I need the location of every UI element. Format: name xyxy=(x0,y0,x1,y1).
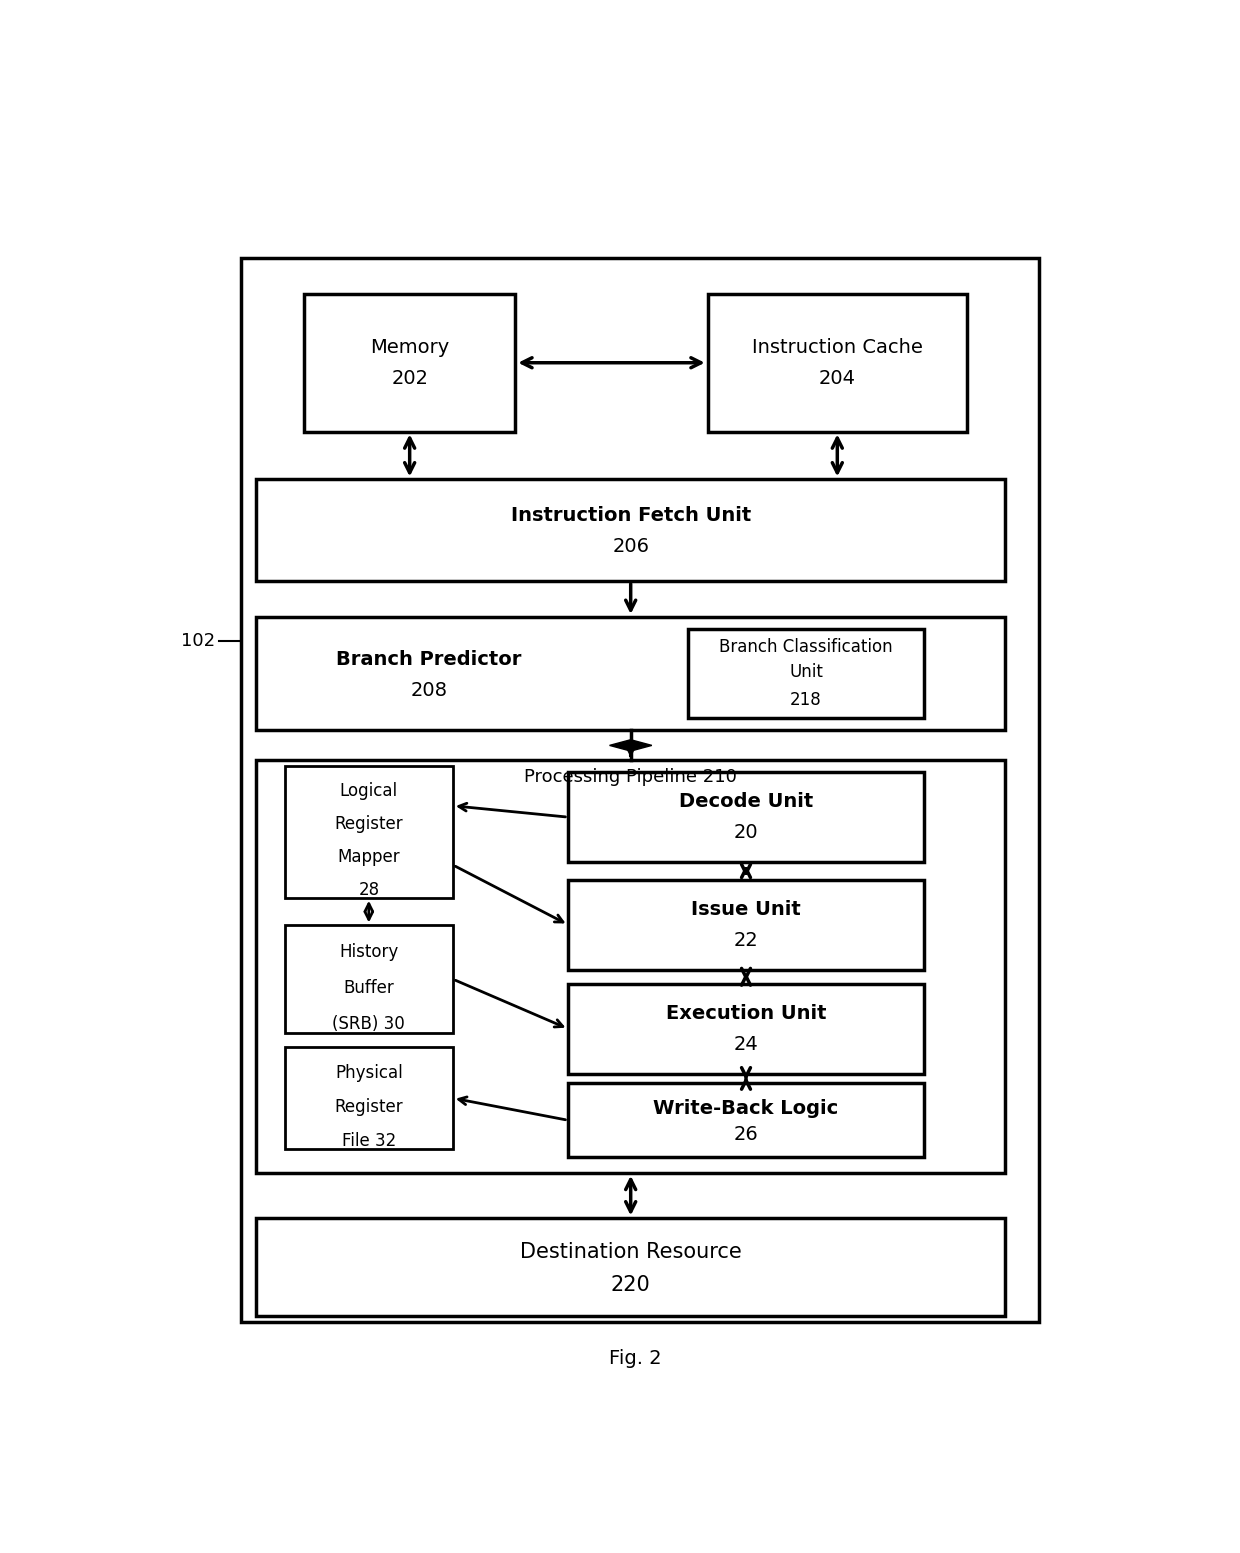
Text: 26: 26 xyxy=(734,1124,759,1145)
Text: History: History xyxy=(340,943,398,961)
Bar xyxy=(304,294,516,432)
Text: Mapper: Mapper xyxy=(337,848,401,865)
Text: Destination Resource: Destination Resource xyxy=(520,1242,742,1263)
Text: 28: 28 xyxy=(358,881,379,899)
Text: Register: Register xyxy=(335,815,403,832)
Text: 24: 24 xyxy=(734,1034,759,1054)
Bar xyxy=(568,1084,924,1157)
Text: Branch Classification: Branch Classification xyxy=(719,638,893,657)
Text: 20: 20 xyxy=(734,823,759,842)
Bar xyxy=(285,766,453,898)
Bar xyxy=(255,617,1006,730)
Text: 220: 220 xyxy=(611,1275,651,1295)
Text: Processing Pipeline 210: Processing Pipeline 210 xyxy=(525,769,737,786)
Bar xyxy=(242,258,1039,1323)
Text: (SRB) 30: (SRB) 30 xyxy=(332,1016,405,1033)
Bar xyxy=(255,1219,1006,1317)
Text: 206: 206 xyxy=(613,537,650,556)
Text: Instruction Cache: Instruction Cache xyxy=(751,337,923,357)
Bar xyxy=(255,480,1006,581)
Bar xyxy=(688,629,924,719)
Text: 208: 208 xyxy=(410,680,448,700)
Bar xyxy=(708,294,967,432)
Text: Decode Unit: Decode Unit xyxy=(678,792,813,811)
Bar xyxy=(568,985,924,1073)
Text: Branch Predictor: Branch Predictor xyxy=(336,649,522,669)
Text: Issue Unit: Issue Unit xyxy=(691,899,801,919)
Text: Instruction Fetch Unit: Instruction Fetch Unit xyxy=(511,506,750,525)
Bar xyxy=(285,1047,453,1149)
Text: 22: 22 xyxy=(734,930,759,950)
Text: Execution Unit: Execution Unit xyxy=(666,1003,826,1023)
Text: 204: 204 xyxy=(818,368,856,388)
Text: 102: 102 xyxy=(181,632,216,649)
Text: 202: 202 xyxy=(391,368,428,388)
Text: Fig. 2: Fig. 2 xyxy=(609,1348,662,1368)
Text: 218: 218 xyxy=(790,691,822,710)
Text: Register: Register xyxy=(335,1098,403,1115)
Polygon shape xyxy=(610,739,652,752)
Text: Memory: Memory xyxy=(370,337,449,357)
Text: Unit: Unit xyxy=(789,663,823,682)
Text: Buffer: Buffer xyxy=(343,978,394,997)
Bar xyxy=(568,772,924,862)
Text: File 32: File 32 xyxy=(342,1132,396,1149)
Bar xyxy=(285,926,453,1033)
Text: Logical: Logical xyxy=(340,783,398,800)
Bar xyxy=(255,761,1006,1173)
Text: Physical: Physical xyxy=(335,1064,403,1082)
Text: Write-Back Logic: Write-Back Logic xyxy=(653,1100,838,1118)
Bar xyxy=(568,881,924,969)
